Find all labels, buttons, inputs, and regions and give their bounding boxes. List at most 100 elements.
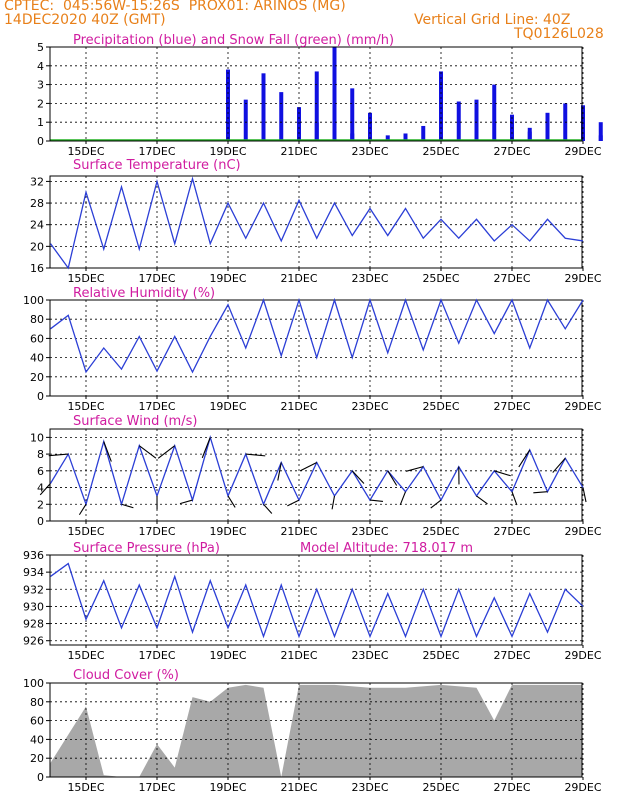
x-tick-label: 21DEC (280, 400, 317, 413)
x-tick-label: 29DEC (564, 525, 601, 538)
panel-frame (49, 175, 583, 269)
y-tick-label: 3 (37, 79, 44, 92)
y-tick-label: 20 (30, 240, 44, 253)
wind-arrow (552, 457, 566, 473)
wind-arrow (369, 499, 383, 502)
y-tick-label: 8 (37, 448, 44, 461)
header-vertical-grid: Vertical Grid Line: 40Z (414, 12, 571, 28)
x-tick-label: 27DEC (493, 272, 530, 285)
y-tick-label: 926 (23, 635, 44, 648)
wind-arrow (103, 441, 112, 462)
y-tick-label: 24 (30, 219, 44, 232)
x-tick-label: 27DEC (493, 145, 530, 158)
y-tick-label: 5 (37, 41, 44, 54)
precip-bar (510, 129, 514, 141)
y-tick-label: 4 (37, 482, 44, 495)
x-tick-label: 17DEC (138, 649, 175, 662)
panel-frame (49, 299, 583, 397)
wind-arrow (157, 445, 176, 459)
header-model-code: TQ0126L028 (514, 26, 604, 42)
y-tick-label: 32 (30, 175, 44, 188)
precip-bar (439, 71, 443, 141)
wind-arrow (351, 470, 365, 484)
wind-arrow (399, 491, 407, 506)
precip-bar (385, 135, 390, 141)
x-tick-label: 17DEC (138, 781, 175, 794)
x-tick-label: 29DEC (564, 272, 601, 285)
wind-arrow (201, 437, 211, 459)
wind-arrow (48, 453, 69, 457)
y-tick-label: 60 (30, 715, 44, 728)
y-tick-label: 932 (23, 583, 44, 596)
x-tick-label: 29DEC (564, 400, 601, 413)
panel-title: Precipitation (blue) and Snow Fall (gree… (73, 33, 394, 48)
x-tick-label: 25DEC (422, 525, 459, 538)
precip-bar (545, 112, 550, 141)
wind-arrow (277, 462, 282, 481)
x-tick-label: 15DEC (67, 781, 104, 794)
series-line (50, 297, 584, 374)
x-tick-label: 27DEC (493, 525, 530, 538)
series-line (50, 562, 584, 639)
precip-bar (492, 84, 497, 141)
precip-bar (332, 47, 337, 141)
x-tick-label: 17DEC (138, 400, 175, 413)
x-tick-label: 25DEC (422, 145, 459, 158)
x-tick-label: 23DEC (351, 781, 388, 794)
header-date: 14DEC2020 40Z (GMT) (4, 12, 166, 28)
x-tick-label: 15DEC (67, 525, 104, 538)
x-tick-label: 15DEC (67, 649, 104, 662)
x-tick-label: 25DEC (422, 781, 459, 794)
x-tick-label: 21DEC (280, 145, 317, 158)
series-line (49, 176, 584, 270)
wind-arrow (138, 445, 157, 459)
x-tick-label: 27DEC (493, 781, 530, 794)
x-tick-label: 19DEC (209, 649, 246, 662)
panel-annotation: Model Altitude: 718.017 m (300, 541, 473, 556)
x-tick-label: 15DEC (67, 272, 104, 285)
y-tick-label: 28 (30, 197, 44, 210)
y-tick-label: 40 (30, 733, 44, 746)
x-tick-label: 17DEC (138, 145, 175, 158)
x-tick-label: 25DEC (422, 272, 459, 285)
x-tick-label: 17DEC (138, 272, 175, 285)
panel-frame (49, 46, 583, 142)
precip-bar (279, 92, 284, 141)
panel-frame (49, 554, 583, 646)
wind-arrow (263, 503, 273, 514)
x-tick-label: 23DEC (351, 525, 388, 538)
wind-arrow (430, 499, 442, 509)
x-tick-label: 25DEC (422, 649, 459, 662)
precip-bar (314, 71, 319, 141)
panel-title: Surface Pressure (hPa) (73, 541, 220, 556)
x-tick-label: 29DEC (564, 781, 601, 794)
y-tick-label: 0 (37, 390, 44, 403)
x-tick-label: 23DEC (351, 649, 388, 662)
y-tick-label: 2 (37, 498, 44, 511)
y-tick-label: 4 (37, 60, 44, 73)
panel-title: Relative Humidity (%) (73, 286, 215, 301)
x-tick-label: 15DEC (67, 400, 104, 413)
cloud-area (50, 684, 583, 777)
wind-arrow (387, 470, 398, 486)
x-tick-label: 25DEC (422, 400, 459, 413)
x-tick-label: 15DEC (67, 145, 104, 158)
x-tick-label: 23DEC (351, 272, 388, 285)
wind-arrow (179, 499, 193, 505)
y-tick-label: 40 (30, 352, 44, 365)
header-location: CPTEC: 045:56W-15:26S PROX01: ARINOS (MG… (4, 0, 346, 14)
precip-bar (456, 101, 461, 141)
y-tick-label: 60 (30, 332, 44, 345)
x-tick-label: 19DEC (209, 525, 246, 538)
x-tick-label: 27DEC (493, 400, 530, 413)
x-tick-label: 27DEC (493, 649, 530, 662)
wind-arrow (227, 495, 236, 508)
panel-title: Surface Temperature (nC) (73, 158, 241, 173)
wind-arrow (494, 470, 511, 477)
panel-title: Cloud Cover (%) (73, 668, 179, 683)
x-tick-label: 19DEC (209, 400, 246, 413)
precip-bar (403, 133, 408, 141)
x-tick-label: 21DEC (280, 272, 317, 285)
panel-frame (49, 682, 583, 778)
